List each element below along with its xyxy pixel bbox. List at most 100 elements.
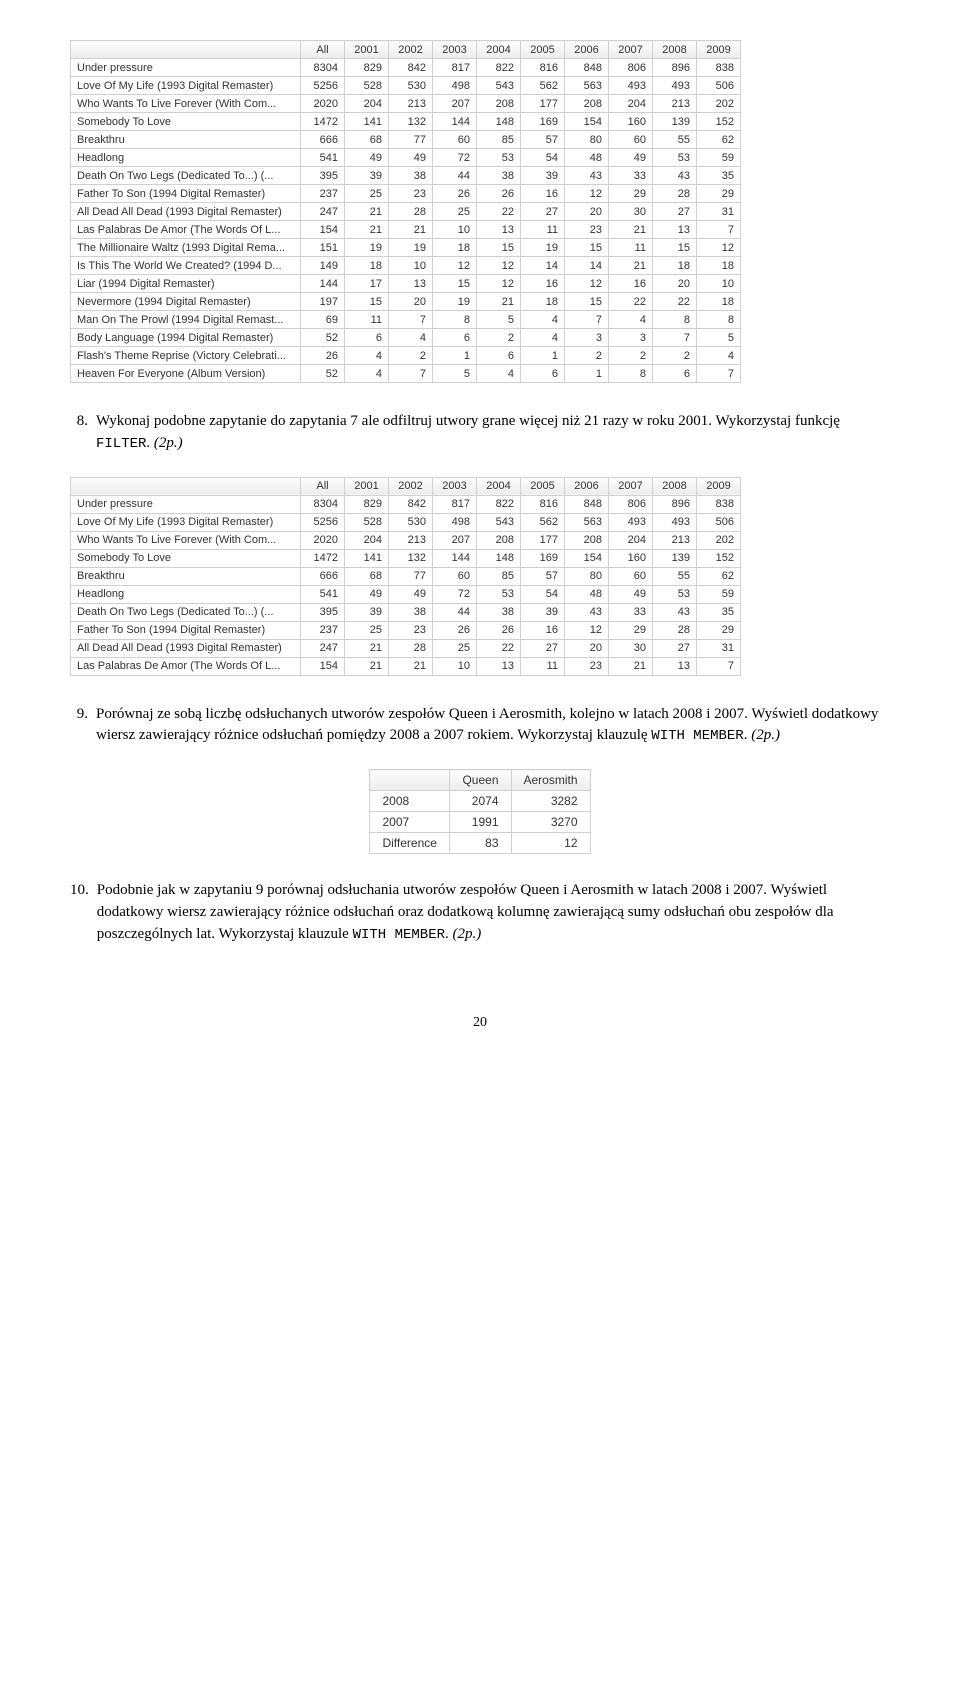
col-header[interactable]: 2008 xyxy=(653,477,697,495)
row-label: The Millionaire Waltz (1993 Digital Rema… xyxy=(71,239,301,257)
cell-value: 149 xyxy=(301,257,345,275)
cell-value: 204 xyxy=(345,531,389,549)
cell-value: 27 xyxy=(653,639,697,657)
cell-value: 562 xyxy=(521,77,565,95)
cell-value: 27 xyxy=(653,203,697,221)
col-header-corner[interactable] xyxy=(71,477,301,495)
cell-value: 8304 xyxy=(301,59,345,77)
col-header[interactable]: All xyxy=(301,41,345,59)
cell-value: 208 xyxy=(477,95,521,113)
cell-value: 4 xyxy=(477,365,521,383)
cell-value: 202 xyxy=(697,531,741,549)
table-row: Death On Two Legs (Dedicated To...) (...… xyxy=(71,167,741,185)
col-header[interactable]: 2005 xyxy=(521,41,565,59)
row-label: Father To Son (1994 Digital Remaster) xyxy=(71,621,301,639)
cell-value: 5 xyxy=(433,365,477,383)
cell-value: 395 xyxy=(301,603,345,621)
col-header[interactable]: 2007 xyxy=(609,41,653,59)
cell-value: 43 xyxy=(565,603,609,621)
cell-value: 141 xyxy=(345,113,389,131)
cell-value: 498 xyxy=(433,77,477,95)
cell-value: 666 xyxy=(301,567,345,585)
col-header[interactable]: 2004 xyxy=(477,477,521,495)
cell-value: 14 xyxy=(521,257,565,275)
cell-value: 11 xyxy=(521,657,565,675)
cell-value: 202 xyxy=(697,95,741,113)
cell-value: 80 xyxy=(565,131,609,149)
cell-value: 60 xyxy=(609,567,653,585)
cell-value: 54 xyxy=(521,585,565,603)
col-header[interactable]: 2007 xyxy=(609,477,653,495)
cell-value: 2074 xyxy=(450,791,511,812)
cell-value: 28 xyxy=(653,621,697,639)
row-label: Somebody To Love xyxy=(71,549,301,567)
table-row: Nevermore (1994 Digital Remaster)1971520… xyxy=(71,293,741,311)
cell-value: 8 xyxy=(609,365,653,383)
cell-value: 28 xyxy=(389,203,433,221)
cell-value: 48 xyxy=(565,149,609,167)
cell-value: 207 xyxy=(433,531,477,549)
cell-value: 18 xyxy=(345,257,389,275)
cell-value: 77 xyxy=(389,567,433,585)
cell-value: 85 xyxy=(477,131,521,149)
cell-value: 10 xyxy=(389,257,433,275)
col-header-corner[interactable] xyxy=(71,41,301,59)
col-header[interactable]: 2008 xyxy=(653,41,697,59)
cell-value: 12 xyxy=(477,275,521,293)
cell-value: 12 xyxy=(477,257,521,275)
col-header[interactable]: 2001 xyxy=(345,477,389,495)
row-label: Headlong xyxy=(71,149,301,167)
col-header[interactable]: 2003 xyxy=(433,477,477,495)
row-label: Liar (1994 Digital Remaster) xyxy=(71,275,301,293)
col-header[interactable]: Aerosmith xyxy=(511,770,590,791)
col-header[interactable]: 2002 xyxy=(389,477,433,495)
col-header[interactable]: 2004 xyxy=(477,41,521,59)
cell-value: 20 xyxy=(565,639,609,657)
cell-value: 49 xyxy=(389,585,433,603)
row-label: Nevermore (1994 Digital Remaster) xyxy=(71,293,301,311)
cell-value: 53 xyxy=(477,585,521,603)
table-row: Las Palabras De Amor (The Words Of L...1… xyxy=(71,657,741,675)
cell-value: 8304 xyxy=(301,495,345,513)
col-header[interactable]: 2001 xyxy=(345,41,389,59)
cell-value: 144 xyxy=(433,113,477,131)
cell-value: 169 xyxy=(521,549,565,567)
col-header-corner[interactable] xyxy=(370,770,450,791)
cell-value: 6 xyxy=(653,365,697,383)
table-row: Man On The Prowl (1994 Digital Remast...… xyxy=(71,311,741,329)
cell-value: 237 xyxy=(301,621,345,639)
col-header[interactable]: Queen xyxy=(450,770,511,791)
cell-value: 152 xyxy=(697,549,741,567)
cell-value: 848 xyxy=(565,495,609,513)
data-table-2: All200120022003200420052006200720082009U… xyxy=(70,477,741,676)
row-label: Death On Two Legs (Dedicated To...) (... xyxy=(71,603,301,621)
col-header[interactable]: 2002 xyxy=(389,41,433,59)
col-header[interactable]: 2006 xyxy=(565,477,609,495)
cell-value: 43 xyxy=(653,167,697,185)
cell-value: 20 xyxy=(389,293,433,311)
col-header[interactable]: All xyxy=(301,477,345,495)
cell-value: 11 xyxy=(609,239,653,257)
cell-value: 132 xyxy=(389,113,433,131)
row-label: Death On Two Legs (Dedicated To...) (... xyxy=(71,167,301,185)
cell-value: 1991 xyxy=(450,812,511,833)
table-row: Love Of My Life (1993 Digital Remaster)5… xyxy=(71,513,741,531)
table-row: Body Language (1994 Digital Remaster)526… xyxy=(71,329,741,347)
cell-value: 35 xyxy=(697,603,741,621)
col-header[interactable]: 2009 xyxy=(697,477,741,495)
cell-value: 208 xyxy=(477,531,521,549)
cell-value: 22 xyxy=(477,203,521,221)
cell-value: 247 xyxy=(301,203,345,221)
col-header[interactable]: 2009 xyxy=(697,41,741,59)
cell-value: 68 xyxy=(345,131,389,149)
question-10: 10. Podobnie jak w zapytaniu 9 porównaj … xyxy=(70,880,890,945)
cell-value: 23 xyxy=(389,185,433,203)
col-header[interactable]: 2003 xyxy=(433,41,477,59)
cell-value: 896 xyxy=(653,495,697,513)
cell-value: 49 xyxy=(345,585,389,603)
col-header[interactable]: 2005 xyxy=(521,477,565,495)
col-header[interactable]: 2006 xyxy=(565,41,609,59)
cell-value: 11 xyxy=(345,311,389,329)
cell-value: 144 xyxy=(301,275,345,293)
table-row: Headlong541494972535448495359 xyxy=(71,149,741,167)
